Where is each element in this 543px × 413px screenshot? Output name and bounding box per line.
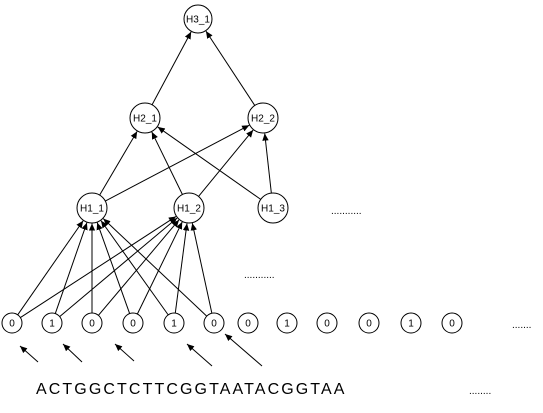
input-bit-node: 0 [441,312,463,334]
edge-b1-to-H1_2 [59,217,178,317]
edge-H1_1-to-H2_1 [99,131,138,196]
node-label: H3_1 [186,15,210,26]
node-label: 0 [9,319,15,330]
edge-b0-to-H1_1 [17,220,84,316]
input-bit-node: 0 [203,312,225,334]
node-circle [173,192,205,224]
input-bit-node: 0 [81,312,103,334]
edge-H2_1-to-H3_1 [151,31,192,106]
node-label: H1_3 [261,204,285,215]
edge-H1_1-to-H2_2 [105,124,250,202]
node-label: 0 [245,319,251,330]
edge-b4-to-H1_2 [174,223,190,314]
edge-b3-to-H1_2 [136,221,183,315]
input-bit-node: 1 [163,312,185,334]
input-bit-node: 0 [358,312,380,334]
edge-b0-to-H1_2 [20,216,177,318]
node-circle [129,102,161,134]
node-label: 0 [89,319,95,330]
input-bit-node: 1 [276,312,298,334]
node-label: 0 [211,319,217,330]
edge-H1_3-to-H2_2 [262,133,272,194]
hidden-node-h1-2: H1_2 [173,192,205,224]
edge-b2-to-H1_2 [98,219,180,316]
node-label: 1 [284,319,290,330]
edge-b5-to-H1_2 [190,223,213,314]
node-label: 0 [324,319,330,330]
hidden-node-h3-1: H3_1 [183,4,213,34]
node-circle [203,312,225,334]
input-bit-node: 1 [400,312,422,334]
edge-H1_2-to-H2_2 [198,129,254,197]
node-circle [257,192,289,224]
node-label: 1 [49,319,55,330]
input-arrow-0 [19,345,39,363]
node-label: H2_1 [133,114,157,125]
bits-row-ellipsis: ....... [512,320,531,331]
node-circle [41,312,63,334]
edge-H1_2-to-H2_1 [151,131,183,195]
node-circle [76,192,108,224]
input-bit-node: 0 [122,312,144,334]
node-circle [358,312,380,334]
edges-layer [17,30,272,318]
node-label: H2_2 [251,114,275,125]
input-arrow-1 [62,343,83,363]
edge-b4-to-H1_1 [100,220,169,316]
node-label: 0 [130,319,136,330]
node-circle [237,312,259,334]
hidden-node-h1-1: H1_1 [76,192,108,224]
hidden-node-h1-3: H1_3 [257,192,289,224]
input-arrow-3 [186,343,213,367]
node-circle [400,312,422,334]
edge-b3-to-H1_1 [96,222,131,314]
node-circle [247,102,279,134]
node-circle [81,312,103,334]
node-label: 0 [449,319,455,330]
hidden-node-h2-1: H2_1 [129,102,161,134]
node-circle [316,312,338,334]
node-circle [183,4,213,34]
node-circle [276,312,298,334]
node-label: 0 [366,319,372,330]
node-label: 1 [171,319,177,330]
node-label: H1_1 [80,204,104,215]
input-bit-node: 0 [316,312,338,334]
node-circle [163,312,185,334]
edge-H1_3-to-H2_1 [157,126,262,200]
input-bit-node: 0 [237,312,259,334]
node-circle [1,312,23,334]
edge-H2_2-to-H3_1 [205,30,256,106]
dna-sequence: ACTGGCTCTTCGGTAATACGGTAA [36,381,347,398]
node-label: H1_2 [177,204,201,215]
mid-row-ellipsis: ........... [244,270,275,281]
node-label: 1 [408,319,414,330]
input-arrow-4 [224,333,263,367]
hidden-node-h2-2: H2_2 [247,102,279,134]
input-arrow-2 [114,343,135,362]
input-bit-node: 0 [1,312,23,334]
edge-b5-to-H1_1 [102,218,208,317]
sequence-ellipsis: ........ [469,386,491,397]
node-circle [441,312,463,334]
nodes-layer: H3_1 H2_1 H2_2 H1_1 H1_2 H1_3 0 1 0 0 1 0 0 1 0 0 1 0 [1,4,463,334]
edge-b1-to-H1_1 [54,222,88,314]
input-arrows-layer [19,333,263,367]
hidden-row-ellipsis: ........... [331,206,362,217]
node-circle [122,312,144,334]
input-bit-node: 1 [41,312,63,334]
